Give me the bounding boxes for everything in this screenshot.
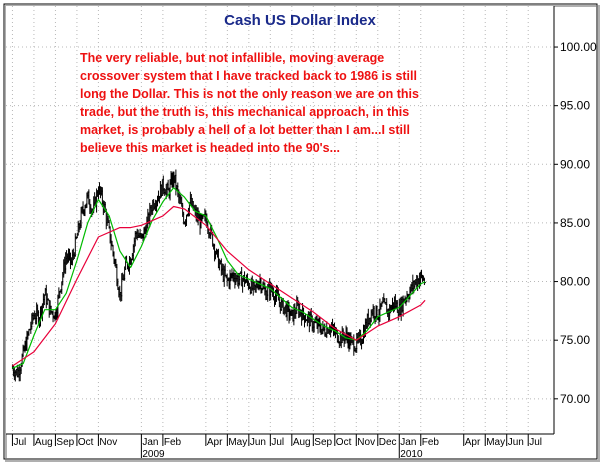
y-tick-label: 95.00	[560, 99, 590, 113]
x-tick-label: Sep	[314, 437, 332, 448]
short-moving-average-series	[12, 187, 426, 369]
y-tick-label: 70.00	[560, 392, 590, 406]
x-tick-label: Jun	[508, 437, 524, 448]
y-tick-label: 90.00	[560, 157, 590, 171]
y-tick-label: 85.00	[560, 216, 590, 230]
long-moving-average-series	[12, 205, 426, 367]
x-tick-label: Dec	[379, 437, 397, 448]
x-tick-label: Jul	[271, 437, 284, 448]
annotation-line: The very reliable, but not infallible, m…	[80, 51, 384, 65]
annotation-text: The very reliable, but not infallible, m…	[80, 51, 419, 155]
y-tick-label: 80.00	[560, 275, 590, 289]
x-tick-label: Feb	[422, 437, 440, 448]
grid	[6, 6, 554, 434]
x-tick-label: Jul	[529, 437, 542, 448]
x-tick-label: May	[228, 437, 247, 448]
year-label: 2010	[400, 449, 423, 460]
x-tick-label: Nov	[99, 437, 117, 448]
x-tick-label: Apr	[207, 437, 223, 448]
short-moving-average-line	[12, 187, 426, 369]
x-tick-label: Sep	[56, 437, 74, 448]
x-tick-label: Jan	[400, 437, 416, 448]
series-layer	[11, 169, 426, 382]
annotation-line: trade, but the truth is, this mechanical…	[80, 105, 409, 119]
x-tick-label: Jun	[250, 437, 266, 448]
annotation-line: long the Dollar. This is not the only re…	[80, 87, 419, 101]
chart-title: Cash US Dollar Index	[224, 12, 376, 29]
y-tick-label: 75.00	[560, 333, 590, 347]
x-axis-ticks: Jul Aug Sep Oct Nov Jan Feb Apr May Jun Jul Aug Sep O…	[11, 434, 542, 448]
year-label: 2009	[142, 449, 165, 460]
long-moving-average-line	[12, 205, 426, 367]
x-tick-label: Aug	[35, 437, 53, 448]
x-tick-label: Jan	[142, 437, 158, 448]
x-tick-label: Feb	[164, 437, 182, 448]
plot-area	[6, 6, 555, 435]
annotation-line: believe this market is headed into the 9…	[80, 141, 340, 155]
x-tick-label: Oct	[78, 437, 94, 448]
y-tick-label: 100.00	[560, 40, 597, 54]
x-tick-label: Jul	[13, 437, 26, 448]
y-axis-ticks: 100.00 95.00 90.00 85.00 80.00 75.00 70.00	[554, 40, 597, 406]
annotation-line: market, is probably a hell of a lot bett…	[80, 123, 410, 137]
price-bars-series	[11, 169, 426, 382]
annotation-line: crossover system that I have tracked bac…	[80, 69, 417, 83]
x-tick-label: Aug	[293, 437, 311, 448]
x-tick-label: Nov	[357, 437, 375, 448]
plot-background	[6, 6, 554, 434]
year-labels: 2009 2010	[140, 446, 423, 460]
x-tick-label: Apr	[465, 437, 481, 448]
x-tick-label: Oct	[336, 437, 352, 448]
x-tick-label: May	[486, 437, 505, 448]
